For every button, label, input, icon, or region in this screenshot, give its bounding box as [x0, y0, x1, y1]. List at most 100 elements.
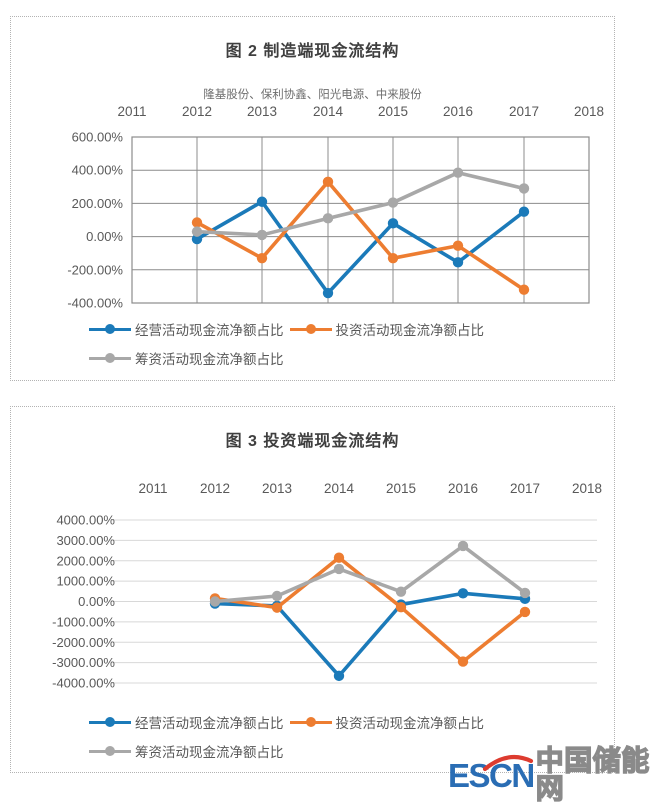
x-axis-label: 2018: [572, 481, 602, 496]
figure3-legend-row-1: 经营活动现金流净额占比 投资活动现金流净额占比: [89, 712, 484, 732]
legend-item: 投资活动现金流净额占比: [289, 319, 485, 339]
legend-line-dot-icon: [289, 323, 332, 335]
data-point: [333, 563, 345, 575]
data-point: [333, 670, 345, 682]
escn-red-swoosh-path: [482, 754, 534, 771]
data-point: [387, 252, 399, 264]
data-point: [457, 588, 469, 599]
escn-red-swoosh-icon: [482, 754, 534, 771]
x-axis-label: 2017: [510, 481, 540, 496]
x-axis-label: 2013: [262, 481, 292, 496]
y-axis-label: 2000.00%: [56, 553, 115, 568]
x-axis-label: 2018: [574, 104, 604, 119]
figure2-legend-row-2: 筹资活动现金流净额占比: [89, 348, 284, 368]
series-line: [213, 544, 527, 604]
series-line: [195, 180, 526, 292]
y-axis-label: -3000.00%: [52, 655, 115, 670]
legend-item: 筹资活动现金流净额占比: [89, 741, 284, 761]
plot-border: [131, 136, 590, 304]
escn-brand-text: ESCN: [448, 754, 535, 792]
figure3-card: 图 3 投资端现金流结构 2011 2012 2013 2014 2015 2016 201…: [10, 406, 615, 773]
data-point: [457, 656, 469, 667]
data-point: [333, 552, 345, 563]
legend-label: 经营活动现金流净额占比: [135, 323, 284, 338]
legend-label: 筹资活动现金流净额占比: [135, 352, 284, 367]
data-point: [452, 257, 464, 268]
x-axis-label: 2015: [378, 104, 408, 119]
data-point: [322, 287, 334, 299]
legend-label: 筹资活动现金流净额占比: [135, 745, 284, 760]
data-point: [256, 252, 268, 264]
y-axis-label: 0.00%: [78, 594, 115, 609]
escn-watermark-logo: ESCN 中国储能网: [448, 746, 650, 803]
x-axis-label: 2011: [117, 104, 146, 119]
legend-label: 投资活动现金流净额占比: [335, 716, 485, 731]
x-axis-label: 2016: [448, 481, 478, 496]
legend-item: 经营活动现金流净额占比: [89, 712, 284, 732]
data-point: [395, 602, 407, 613]
legend-label: 投资活动现金流净额占比: [335, 323, 485, 338]
legend-item: 筹资活动现金流净额占比: [89, 348, 284, 368]
legend-item: 经营活动现金流净额占比: [89, 319, 284, 339]
data-point: [191, 217, 203, 228]
data-point: [452, 240, 464, 251]
data-point: [322, 213, 334, 224]
legend-line-dot-icon: [289, 716, 332, 728]
y-axis-label: 4000.00%: [56, 513, 115, 528]
data-point: [256, 229, 268, 241]
figure2-legend-row-1: 经营活动现金流净额占比 投资活动现金流净额占比: [89, 319, 484, 339]
data-point: [452, 167, 464, 178]
figure2-title: 图 2 制造端现金流结构: [225, 43, 400, 60]
data-point: [271, 590, 283, 602]
y-axis-label: -400.00%: [67, 296, 123, 311]
legend-line-dot-icon: [89, 352, 131, 364]
legend-line-dot-icon: [89, 323, 131, 335]
y-axis-label: 0.00%: [86, 229, 123, 244]
legend-line-dot-icon: [89, 716, 131, 728]
figure2-chart: 2011 2012 2013 2014 2015 2016 2017 2018 600.00% 4…: [67, 104, 604, 311]
data-point: [518, 206, 530, 217]
x-axis-label: 2014: [313, 104, 344, 119]
x-axis-label: 2017: [509, 104, 539, 119]
y-axis-label: -2000.00%: [52, 635, 115, 650]
data-point: [519, 606, 531, 618]
figure2-card: 图 2 制造端现金流结构 隆基股份、保利协鑫、阳光电源、中来股份 2011 201…: [10, 16, 615, 381]
y-axis-label: -1000.00%: [52, 614, 115, 629]
y-axis-label: 3000.00%: [56, 533, 115, 548]
data-point: [191, 226, 203, 237]
figure3-title: 图 3 投资端现金流结构: [225, 433, 400, 450]
x-axis-label: 2016: [443, 104, 473, 119]
figure2-subtitle: 隆基股份、保利协鑫、阳光电源、中来股份: [203, 89, 422, 101]
data-point: [387, 218, 399, 229]
data-point: [191, 233, 203, 245]
data-point: [395, 586, 407, 597]
data-point: [322, 176, 334, 188]
legend-item: 投资活动现金流净额占比: [289, 712, 485, 732]
y-axis-label: 400.00%: [72, 163, 124, 178]
x-axis-label: 2014: [324, 481, 355, 496]
x-axis-label: 2013: [247, 104, 277, 119]
figure3-legend-row-2: 筹资活动现金流净额占比: [89, 741, 284, 761]
y-axis-label: 200.00%: [72, 196, 124, 211]
escn-site-name: 中国储能网: [535, 745, 650, 804]
data-point: [271, 602, 283, 613]
x-axis-label: 2012: [200, 481, 230, 496]
legend-label: 经营活动现金流净额占比: [135, 716, 284, 731]
data-point: [387, 197, 399, 208]
y-axis-label: -200.00%: [67, 262, 123, 277]
x-axis-label: 2012: [182, 104, 212, 119]
data-point: [457, 540, 469, 552]
data-point: [518, 284, 530, 295]
figure3-chart: 2011 2012 2013 2014 2015 2016 2017 2018 4000.00%…: [52, 481, 602, 691]
series-line: [195, 170, 526, 237]
data-point: [518, 183, 530, 194]
y-axis-label: -4000.00%: [52, 676, 115, 691]
data-point: [256, 196, 268, 207]
data-point: [519, 587, 531, 599]
series-line: [213, 555, 527, 664]
x-axis-label: 2011: [138, 481, 167, 496]
data-point: [209, 596, 221, 607]
y-axis-label: 600.00%: [72, 130, 124, 145]
x-axis-label: 2015: [386, 481, 416, 496]
y-axis-label: 1000.00%: [56, 574, 115, 589]
